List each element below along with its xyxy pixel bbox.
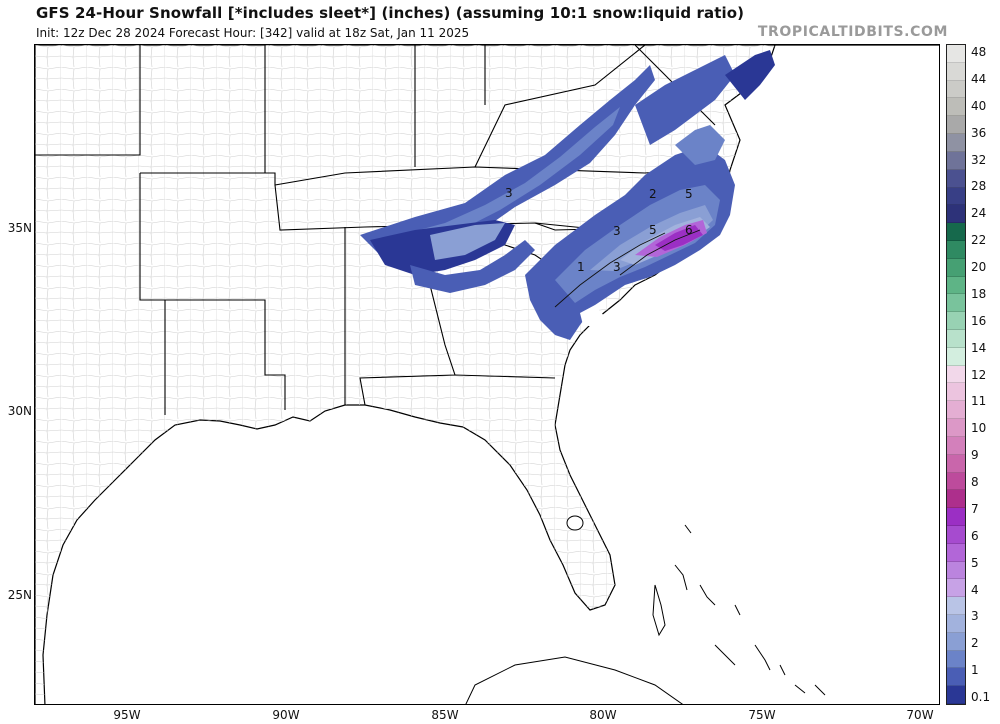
colorbar-label: 18	[971, 286, 987, 301]
colorbar-swatch	[947, 525, 965, 544]
colorbar-swatch	[947, 223, 965, 241]
colorbar-label: 4	[971, 582, 979, 597]
map-title: GFS 24-Hour Snowfall [*includes sleet*] …	[36, 4, 745, 22]
colorbar-swatch	[947, 419, 965, 437]
map-subtitle: Init: 12z Dec 28 2024 Forecast Hour: [34…	[36, 26, 470, 40]
contour-label: 3	[613, 260, 621, 274]
colorbar-swatch	[947, 205, 965, 224]
colorbar-swatch	[947, 508, 965, 526]
colorbar-label: 44	[971, 71, 987, 86]
colorbar-swatch	[947, 472, 965, 491]
colorbar-swatch	[947, 597, 965, 615]
colorbar-swatch	[947, 116, 965, 135]
lon-label-85w: 85W	[431, 708, 459, 722]
colorbar-label: 22	[971, 233, 987, 248]
cuba-landmass	[465, 656, 684, 704]
colorbar-swatch	[947, 240, 965, 259]
colorbar-swatch	[947, 330, 965, 348]
colorbar-swatch	[947, 347, 965, 366]
colorbar-swatch	[947, 294, 965, 313]
colorbar-swatch	[947, 80, 965, 99]
contour-label: 6	[685, 223, 693, 237]
lon-label-70w: 70W	[906, 708, 934, 722]
contour-label: 5	[685, 187, 693, 201]
colorbar-swatch	[947, 668, 965, 687]
lat-label-25n: 25N	[7, 588, 32, 602]
colorbar-swatch	[947, 579, 965, 598]
bahamas-islands	[652, 524, 826, 696]
colorbar-label: 7	[971, 501, 979, 516]
colorbar-swatch	[947, 187, 965, 206]
contour-label: 2	[649, 187, 657, 201]
colorbar-label: 5	[971, 555, 979, 570]
colorbar-label: 11	[971, 394, 987, 409]
lat-label-30n: 30N	[7, 404, 32, 418]
contour-lines	[554, 229, 701, 308]
colorbar-label: 24	[971, 206, 987, 221]
lon-label-90w: 90W	[272, 708, 300, 722]
colorbar-label: 12	[971, 367, 987, 382]
colorbar-swatch	[947, 401, 965, 420]
colorbar-label: 0.1	[971, 690, 991, 704]
lake-okeechobee	[566, 515, 584, 531]
colorbar-swatch	[947, 454, 965, 473]
colorbar-label: 28	[971, 179, 987, 194]
colorbar-label: 2	[971, 636, 979, 651]
colorbar-swatch	[947, 436, 965, 455]
colorbar-swatch	[947, 151, 965, 170]
colorbar-swatch	[947, 543, 965, 562]
contour-labels: 3 2 5 3 5 6 1 3	[505, 186, 693, 274]
colorbar-swatch	[947, 365, 965, 384]
map-panel: 3 2 5 3 5 6 1 3	[34, 44, 940, 705]
colorbar-label: 3	[971, 609, 979, 624]
colorbar-label: 10	[971, 421, 987, 436]
lon-label-75w: 75W	[748, 708, 776, 722]
colorbar-swatch	[947, 258, 965, 277]
colorbar-label: 6	[971, 528, 979, 543]
colorbar-label: 36	[971, 125, 987, 140]
colorbar-swatch	[947, 561, 965, 580]
colorbar-label: 9	[971, 448, 979, 463]
colorbar-swatch	[947, 276, 965, 295]
contour-label: 3	[613, 224, 621, 238]
lat-label-35n: 35N	[7, 221, 32, 235]
snowfall-colorbar	[946, 44, 966, 705]
colorbar-swatch	[947, 169, 965, 188]
colorbar-swatch	[947, 615, 965, 633]
colorbar-swatch	[947, 134, 965, 152]
colorbar-label: 32	[971, 152, 987, 167]
colorbar-swatch	[947, 45, 965, 63]
colorbar-swatch	[947, 686, 965, 705]
colorbar-swatch	[947, 650, 965, 669]
colorbar-label: 48	[971, 45, 987, 59]
lon-label-95w: 95W	[113, 708, 141, 722]
lon-label-80w: 80W	[589, 708, 617, 722]
brand-logo[interactable]: TROPICALTIDBITS.COM	[757, 24, 948, 40]
map-canvas: 3 2 5 3 5 6 1 3	[35, 45, 939, 704]
colorbar-swatch	[947, 632, 965, 651]
colorbar-label: 8	[971, 475, 979, 489]
colorbar-label: 14	[971, 340, 987, 355]
colorbar-swatch	[947, 98, 965, 117]
colorbar-label: 40	[971, 98, 987, 113]
colorbar-label: 20	[971, 260, 987, 274]
contour-label: 5	[649, 223, 657, 237]
colorbar-label: 16	[971, 313, 987, 328]
colorbar-swatch	[947, 383, 965, 402]
colorbar-swatch	[947, 62, 965, 81]
colorbar-swatch	[947, 490, 965, 509]
contour-label: 3	[505, 186, 513, 200]
contour-label: 1	[577, 260, 585, 274]
colorbar-swatch	[947, 312, 965, 330]
colorbar-label: 1	[971, 663, 979, 678]
